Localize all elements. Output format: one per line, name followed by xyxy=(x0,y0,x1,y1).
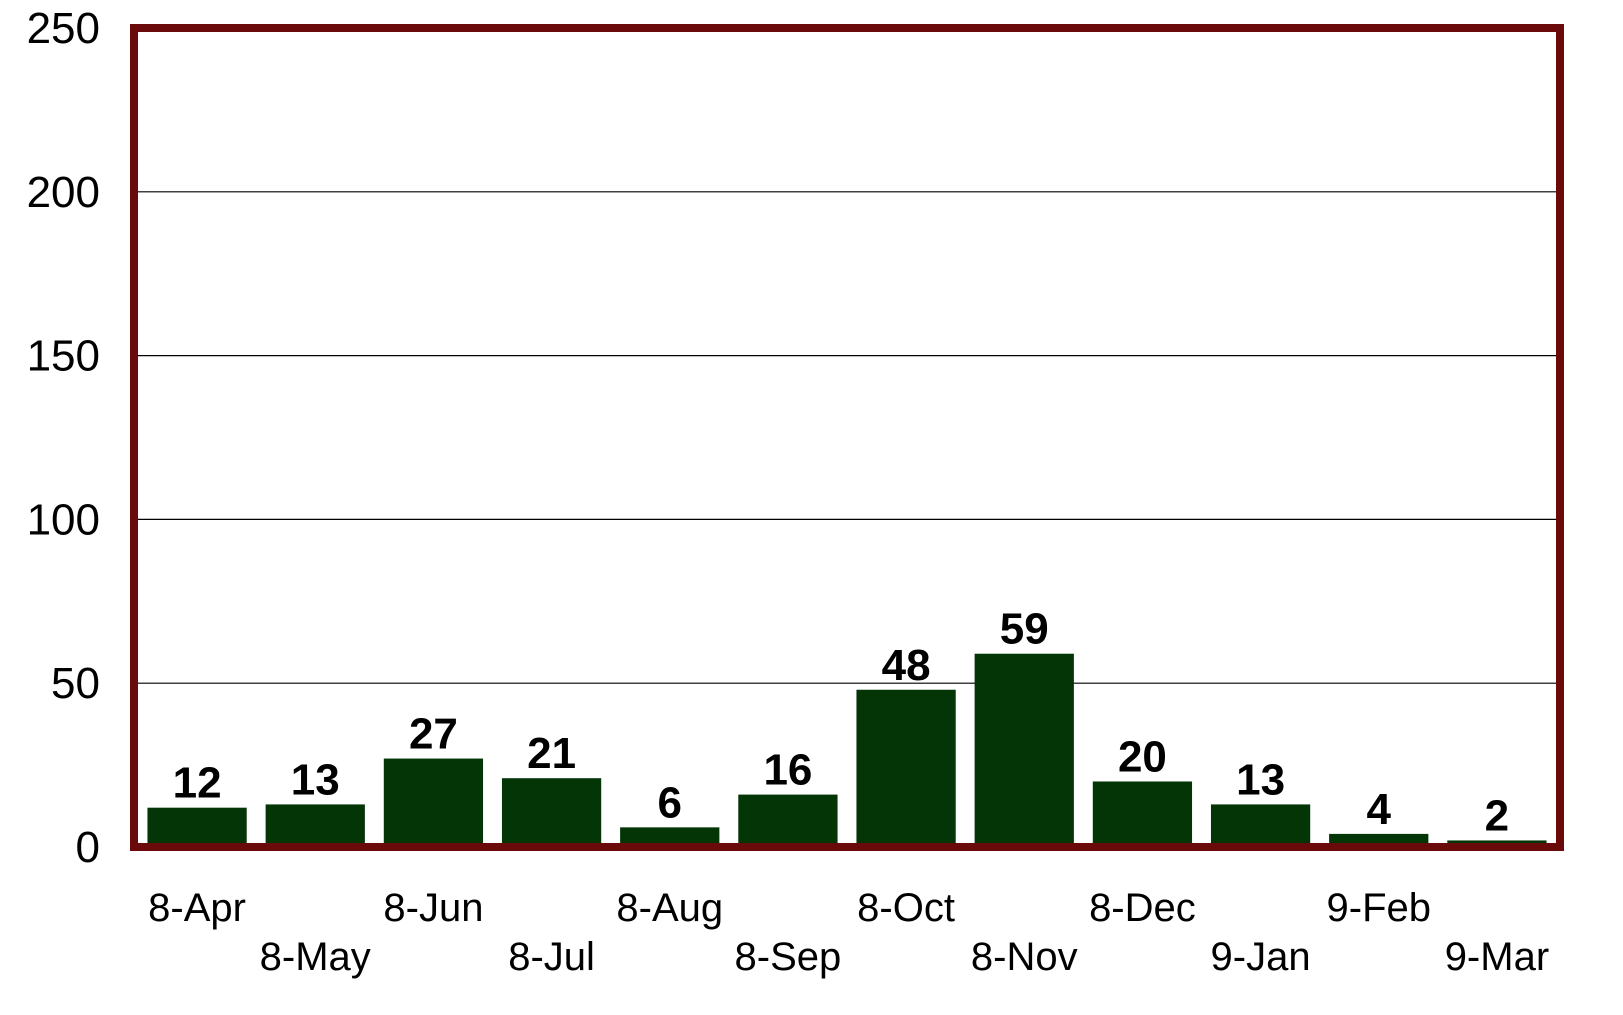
x-tick-label: 9-Feb xyxy=(1327,886,1432,930)
x-tick-label: 8-Jun xyxy=(383,886,483,930)
data-label: 4 xyxy=(1367,785,1392,834)
bar-8-Dec xyxy=(1092,781,1193,843)
y-tick-label: 50 xyxy=(51,659,100,708)
data-label: 12 xyxy=(173,759,222,808)
plot-frame xyxy=(130,24,1564,851)
x-tick-label: 8-Aug xyxy=(616,886,723,930)
y-tick-label: 200 xyxy=(27,168,100,217)
y-axis-ticks: 0 50 100 150 200 250 xyxy=(27,4,100,872)
x-tick-label: 8-Sep xyxy=(735,935,842,979)
data-label: 6 xyxy=(658,778,682,827)
y-tick-label: 0 xyxy=(76,823,100,872)
bar-8-May xyxy=(265,804,365,843)
data-label: 27 xyxy=(409,710,458,759)
data-label: 16 xyxy=(763,746,812,795)
data-label: 2 xyxy=(1485,791,1509,840)
bar-8-Jul xyxy=(501,778,602,843)
x-tick-label: 8-Nov xyxy=(971,935,1078,979)
x-tick-label: 9-Mar xyxy=(1445,935,1549,979)
x-axis-ticks: 8-Apr 8-May 8-Jun 8-Jul 8-Aug 8-Sep 8-Oct 8-Nov… xyxy=(148,886,1549,979)
bar-9-Jan xyxy=(1210,804,1311,843)
data-labels: 12 13 27 21 6 16 48 59 20 13 4 2 xyxy=(173,605,1510,841)
data-label: 20 xyxy=(1118,732,1167,781)
bar-8-Oct xyxy=(856,689,956,843)
bar-8-Apr xyxy=(147,807,247,843)
x-tick-label: 8-Apr xyxy=(148,886,246,930)
bar-9-Mar xyxy=(1447,840,1547,843)
bar-8-Sep xyxy=(738,794,838,843)
y-tick-label: 100 xyxy=(27,495,100,544)
bar-8-Aug xyxy=(620,827,720,843)
data-label: 59 xyxy=(1000,605,1049,654)
bar-8-Nov xyxy=(974,653,1074,843)
data-label: 48 xyxy=(882,641,931,690)
x-tick-label: 8-Jul xyxy=(508,935,595,979)
y-tick-label: 150 xyxy=(27,332,100,381)
x-tick-label: 8-May xyxy=(260,935,371,979)
data-label: 13 xyxy=(291,755,340,804)
x-tick-label: 8-Dec xyxy=(1089,886,1196,930)
gridlines xyxy=(134,191,1560,684)
x-tick-label: 8-Oct xyxy=(857,886,955,930)
data-label: 21 xyxy=(527,729,576,778)
x-tick-label: 9-Jan xyxy=(1211,935,1311,979)
bar-8-Jun xyxy=(383,758,484,843)
y-tick-label: 250 xyxy=(27,4,100,53)
bars xyxy=(147,653,1547,843)
bar-9-Feb xyxy=(1329,833,1429,843)
data-label: 13 xyxy=(1236,755,1285,804)
